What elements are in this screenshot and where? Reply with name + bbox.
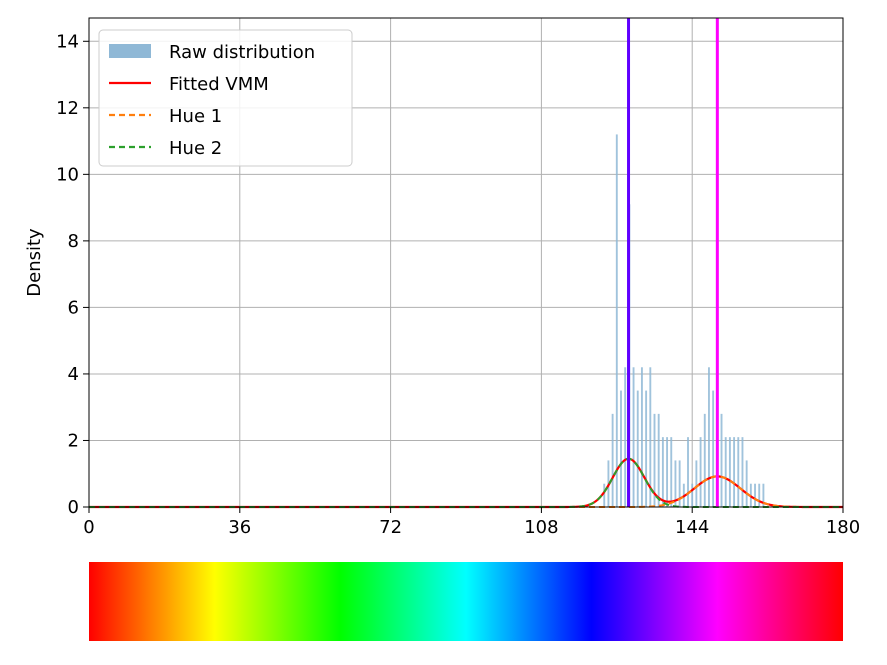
legend-swatch xyxy=(109,44,151,58)
histogram-bar xyxy=(695,460,698,507)
hue-colorbar xyxy=(89,562,843,641)
y-tick-label: 10 xyxy=(56,164,79,185)
histogram-bar xyxy=(741,437,744,507)
histogram-bar xyxy=(661,437,664,507)
histogram-bar xyxy=(724,437,727,507)
histogram-bar xyxy=(720,413,723,507)
y-tick-label: 8 xyxy=(68,231,79,252)
histogram-bar xyxy=(754,483,756,507)
histogram-bar xyxy=(624,367,627,507)
histogram-bar xyxy=(632,367,635,507)
legend-label: Fitted VMM xyxy=(169,74,269,95)
x-tick-label: 0 xyxy=(83,517,94,538)
x-axis-ticks: 0 36 72 108 144 180 xyxy=(83,507,860,538)
histogram-bar xyxy=(670,437,673,507)
histogram-bar xyxy=(620,390,622,507)
y-axis-label: Density xyxy=(24,228,45,297)
histogram-bar xyxy=(699,437,702,507)
x-tick-label: 108 xyxy=(524,517,558,538)
histogram-bar xyxy=(636,390,639,507)
x-tick-label: 36 xyxy=(228,517,251,538)
histogram-bar xyxy=(657,413,660,507)
histogram-bar xyxy=(649,367,652,507)
y-tick-label: 14 xyxy=(56,31,79,52)
histogram-bar xyxy=(645,390,648,507)
histogram-bar xyxy=(703,413,706,507)
hue-histogram-chart: 0 36 72 108 144 180 0 2 4 6 8 10 12 14 Density Raw d… xyxy=(24,17,860,538)
histogram-bar xyxy=(603,483,606,507)
histogram-bar xyxy=(758,483,761,507)
histogram-bar xyxy=(762,483,765,507)
y-tick-label: 0 xyxy=(68,497,79,518)
plot-frame xyxy=(88,17,844,508)
y-tick-label: 6 xyxy=(68,297,79,318)
histogram-bar xyxy=(728,437,731,507)
legend-label: Hue 2 xyxy=(169,138,222,159)
histogram-bar xyxy=(733,437,736,507)
histogram-bar xyxy=(687,437,689,507)
x-tick-label: 180 xyxy=(826,517,860,538)
histogram-bar xyxy=(666,437,669,507)
histogram-bar xyxy=(708,367,710,507)
histogram-bar xyxy=(678,460,681,507)
histogram-bar xyxy=(712,390,715,507)
legend-box xyxy=(98,29,353,167)
legend-label: Raw distribution xyxy=(169,42,315,63)
histogram-bar xyxy=(745,460,748,507)
x-tick-label: 72 xyxy=(379,517,402,538)
y-tick-label: 2 xyxy=(68,430,79,451)
histogram-bar xyxy=(737,437,740,507)
histogram-bar xyxy=(611,413,614,507)
x-tick-label: 144 xyxy=(675,517,709,538)
hue-peak-lines xyxy=(627,18,719,507)
histogram-bar xyxy=(653,413,656,507)
y-tick-label: 4 xyxy=(68,364,79,385)
histogram-bar xyxy=(640,367,643,507)
legend-label: Hue 1 xyxy=(169,106,222,127)
y-tick-label: 12 xyxy=(56,98,79,119)
histogram-bar xyxy=(615,134,618,507)
y-axis-ticks: 0 2 4 6 8 10 12 14 xyxy=(56,31,89,518)
histogram-bar xyxy=(691,483,694,507)
histogram-bar xyxy=(674,460,677,507)
legend: Raw distribution Fitted VMM Hue 1 Hue 2 xyxy=(98,29,353,167)
